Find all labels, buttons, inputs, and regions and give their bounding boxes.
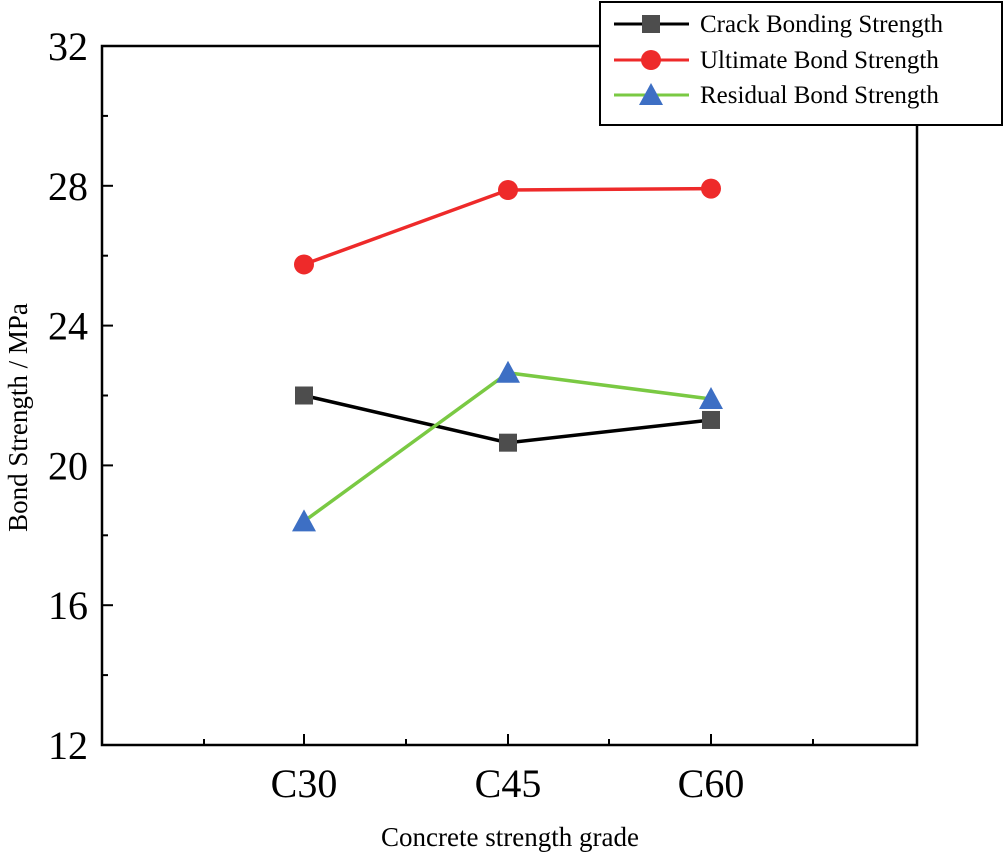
y-axis-title: Bond Strength / MPa	[3, 303, 33, 532]
y-axis-ticks: 12 16 20 24 28 32	[48, 24, 113, 768]
series-layer	[292, 178, 723, 532]
x-axis-title: Concrete strength grade	[381, 822, 639, 852]
x-axis-ticks: C30 C45 C60	[203, 734, 814, 806]
y-tick-label: 24	[48, 304, 88, 349]
y-tick-label: 32	[48, 24, 88, 69]
data-point	[702, 410, 720, 429]
data-point	[498, 179, 518, 200]
x-tick-label: C30	[271, 761, 338, 806]
legend-label: Crack Bonding Strength	[700, 11, 944, 38]
legend-label: Residual Bond Strength	[700, 82, 939, 109]
data-point	[701, 178, 721, 199]
data-point	[496, 360, 520, 383]
legend-label: Ultimate Bond Strength	[700, 47, 939, 74]
data-point	[295, 386, 313, 405]
y-tick-label: 28	[48, 164, 88, 209]
data-point	[292, 509, 316, 532]
series-circle	[294, 178, 721, 275]
legend-marker	[641, 50, 661, 70]
y-tick-label: 12	[48, 723, 88, 768]
data-point	[699, 386, 723, 409]
data-point	[499, 433, 517, 452]
legend-marker	[639, 83, 663, 105]
series-square	[295, 386, 720, 452]
legend-marker	[642, 15, 660, 33]
series-triangle	[292, 360, 723, 532]
x-tick-label: C45	[475, 761, 542, 806]
data-point	[294, 254, 314, 275]
legend: Crack Bonding Strength Ultimate Bond Stre…	[599, 1, 1003, 126]
x-tick-label: C60	[678, 761, 745, 806]
y-tick-label: 20	[48, 443, 88, 488]
y-tick-label: 16	[48, 583, 88, 628]
